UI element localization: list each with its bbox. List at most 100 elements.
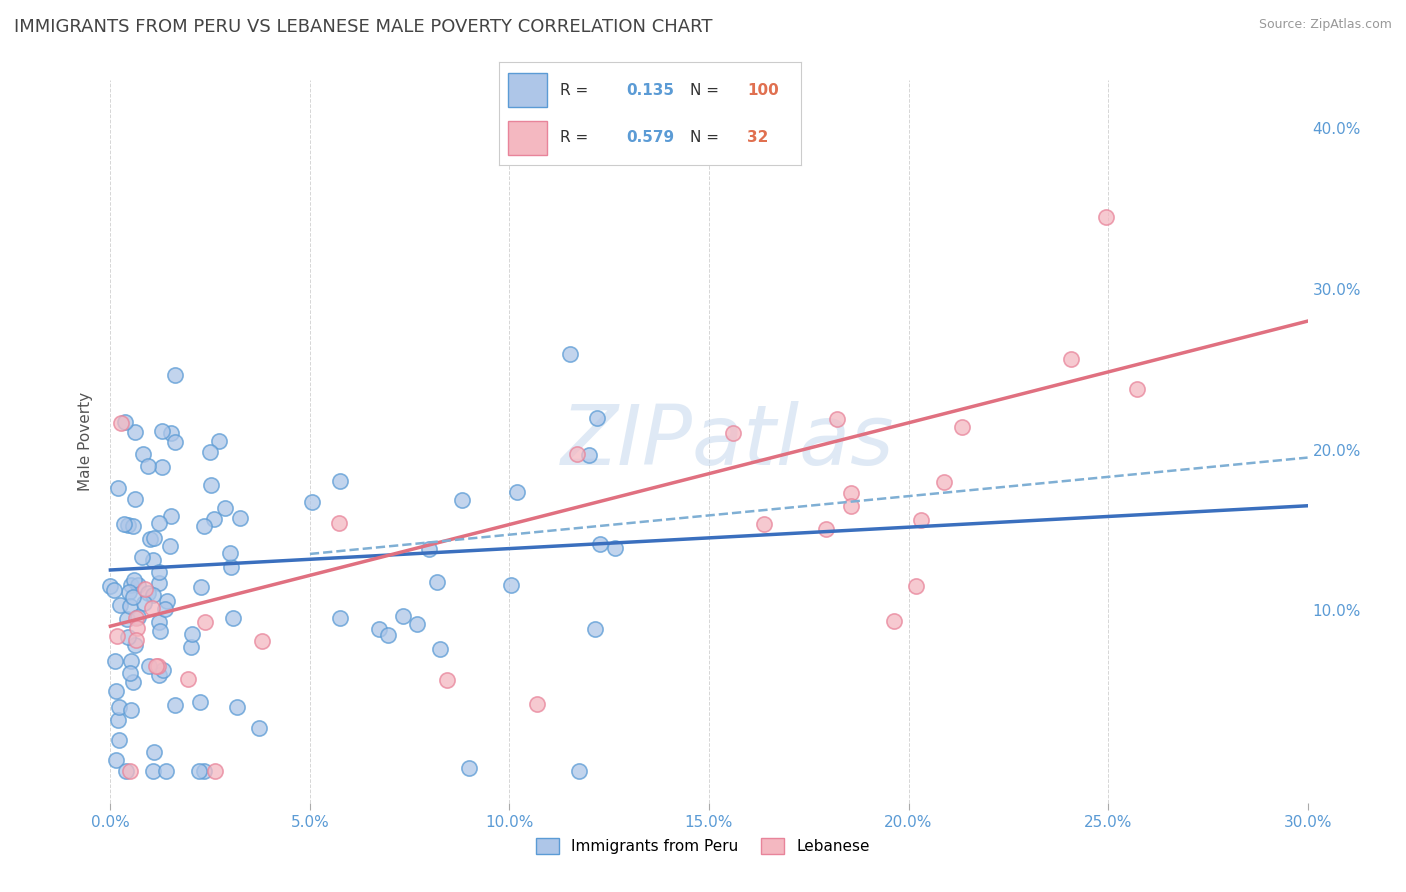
Point [148, 576, 170, 591]
Point [219, 559, 242, 574]
Point [117, 612, 139, 626]
Point [143, 531, 166, 545]
Point [752, 517, 775, 532]
Point [108, 700, 131, 714]
Point [457, 761, 479, 775]
Point [188, 695, 211, 709]
Point [932, 475, 955, 490]
Point [118, 584, 141, 599]
Point [148, 516, 170, 530]
Point [148, 615, 170, 629]
Point [426, 574, 449, 589]
Point [208, 434, 231, 449]
Point [193, 519, 215, 533]
Point [250, 634, 273, 648]
Legend: Immigrants from Peru, Lebanese: Immigrants from Peru, Lebanese [530, 832, 876, 860]
Point [120, 578, 142, 592]
Point [125, 611, 148, 625]
Point [603, 541, 626, 556]
Text: 0.135: 0.135 [626, 83, 673, 97]
Point [136, 586, 159, 600]
Point [163, 368, 186, 382]
Point [149, 624, 172, 638]
Point [125, 621, 148, 635]
Point [120, 599, 142, 613]
Text: N =: N = [689, 130, 724, 145]
Point [328, 516, 350, 531]
Point [108, 732, 131, 747]
Text: R =: R = [560, 130, 593, 145]
Text: IMMIGRANTS FROM PERU VS LEBANESE MALE POVERTY CORRELATION CHART: IMMIGRANTS FROM PERU VS LEBANESE MALE PO… [14, 18, 713, 36]
Point [120, 703, 142, 717]
Point [105, 629, 128, 643]
Point [107, 482, 129, 496]
Point [219, 546, 242, 560]
Point [229, 510, 252, 524]
Point [558, 347, 581, 361]
Point [825, 411, 848, 425]
Point [136, 458, 159, 473]
Point [160, 508, 183, 523]
Point [105, 753, 128, 767]
Point [110, 416, 132, 430]
Point [121, 675, 143, 690]
Point [392, 608, 415, 623]
Point [124, 573, 146, 587]
Point [148, 565, 170, 579]
Point [405, 616, 427, 631]
Point [150, 424, 173, 438]
Point [104, 684, 127, 698]
Point [583, 622, 606, 636]
Point [568, 764, 591, 778]
Point [910, 512, 932, 526]
Point [100, 579, 122, 593]
Point [329, 474, 352, 488]
Point [329, 611, 352, 625]
Point [586, 411, 609, 425]
Point [152, 664, 174, 678]
Point [301, 494, 323, 508]
Point [226, 700, 249, 714]
Point [950, 420, 973, 434]
Point [155, 602, 177, 616]
Point [124, 425, 146, 439]
Point [120, 665, 142, 680]
Point [117, 630, 139, 644]
Point [134, 582, 156, 596]
FancyBboxPatch shape [508, 73, 547, 106]
Point [124, 639, 146, 653]
Point [204, 764, 226, 778]
Point [451, 492, 474, 507]
Point [905, 579, 928, 593]
Point [122, 590, 145, 604]
Point [193, 764, 215, 778]
Point [117, 518, 139, 533]
Point [142, 745, 165, 759]
Point [177, 672, 200, 686]
Point [721, 425, 744, 440]
Point [526, 697, 548, 711]
Point [436, 673, 458, 687]
Point [1060, 352, 1083, 367]
Point [883, 614, 905, 628]
Point [142, 589, 165, 603]
Point [148, 667, 170, 681]
Point [142, 553, 165, 567]
Point [145, 659, 167, 673]
Text: ZIPatlas: ZIPatlas [561, 401, 894, 482]
Text: Source: ZipAtlas.com: Source: ZipAtlas.com [1258, 18, 1392, 31]
Point [104, 654, 127, 668]
Point [222, 611, 245, 625]
Point [120, 655, 142, 669]
Point [429, 641, 451, 656]
Text: 100: 100 [747, 83, 779, 97]
Point [418, 541, 440, 556]
Point [124, 491, 146, 506]
Point [125, 633, 148, 648]
Point [578, 448, 600, 462]
Point [190, 580, 212, 594]
Point [132, 597, 155, 611]
Text: 32: 32 [747, 130, 769, 145]
Point [499, 578, 522, 592]
Point [112, 516, 135, 531]
